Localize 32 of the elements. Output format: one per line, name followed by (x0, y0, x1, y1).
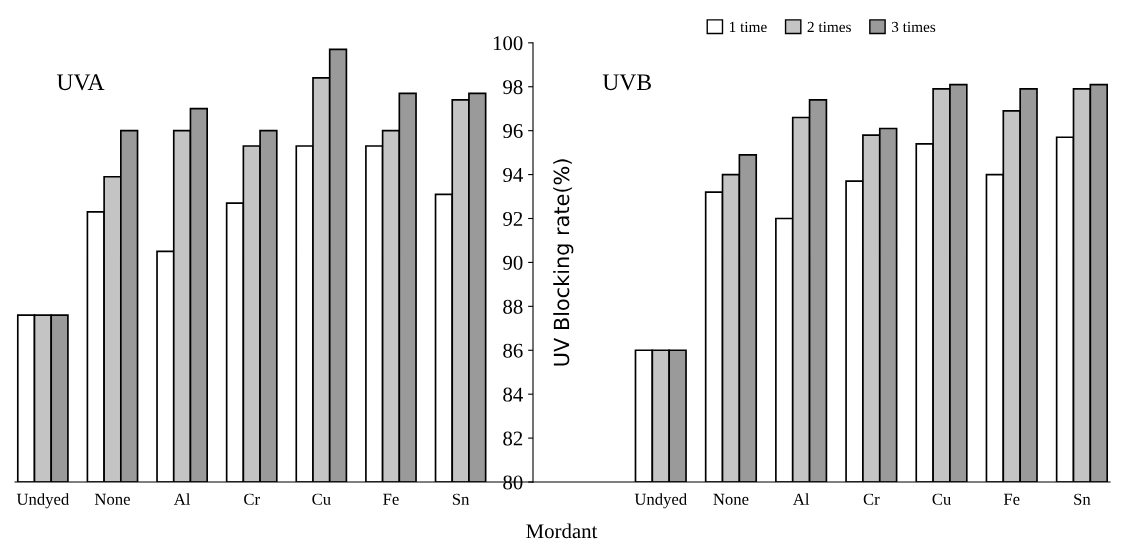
y-tick-label: 100 (493, 36, 523, 51)
x-tick-label: Cr (244, 493, 260, 505)
text: UVA (56, 74, 105, 91)
x-tick-label: None (713, 493, 749, 505)
y-tick-label: 92 (503, 211, 523, 226)
x-tick-label: Fe (1003, 493, 1020, 505)
y-tick-label: 82 (503, 431, 523, 446)
x-tick-label: Cr (863, 493, 880, 505)
y-tick-label: 94 (503, 168, 523, 183)
x-tick-label: Undyed (634, 493, 687, 509)
legend-label: 1 time (729, 21, 767, 33)
y-tick-label: 84 (503, 387, 523, 402)
x-tick-label: Cu (932, 493, 951, 505)
text: UVB (602, 74, 651, 91)
y-tick-label: 96 (503, 124, 523, 139)
x-tick-label: Fe (383, 493, 399, 505)
y-tick-label: 88 (503, 299, 523, 314)
x-axis-title: Mordant (526, 523, 598, 539)
x-tick-label: Al (173, 493, 191, 505)
y-tick-label: 86 (503, 343, 523, 358)
x-tick-label: Sn (452, 493, 470, 505)
x-tick-label: Sn (1074, 493, 1091, 505)
x-tick-label: Al (792, 493, 810, 505)
x-tick-label: None (94, 493, 130, 505)
y-tick-label: 80 (503, 475, 523, 490)
legend-label: 2 times (807, 21, 851, 33)
legend-label: 3 times (891, 21, 936, 33)
y-tick-label: 98 (503, 80, 523, 95)
y-tick-label: 90 (503, 255, 523, 270)
x-tick-label: Undyed (16, 493, 70, 509)
y-axis-title: UV Blocking rate(%) (553, 159, 574, 366)
x-tick-label: Cu (312, 493, 331, 505)
